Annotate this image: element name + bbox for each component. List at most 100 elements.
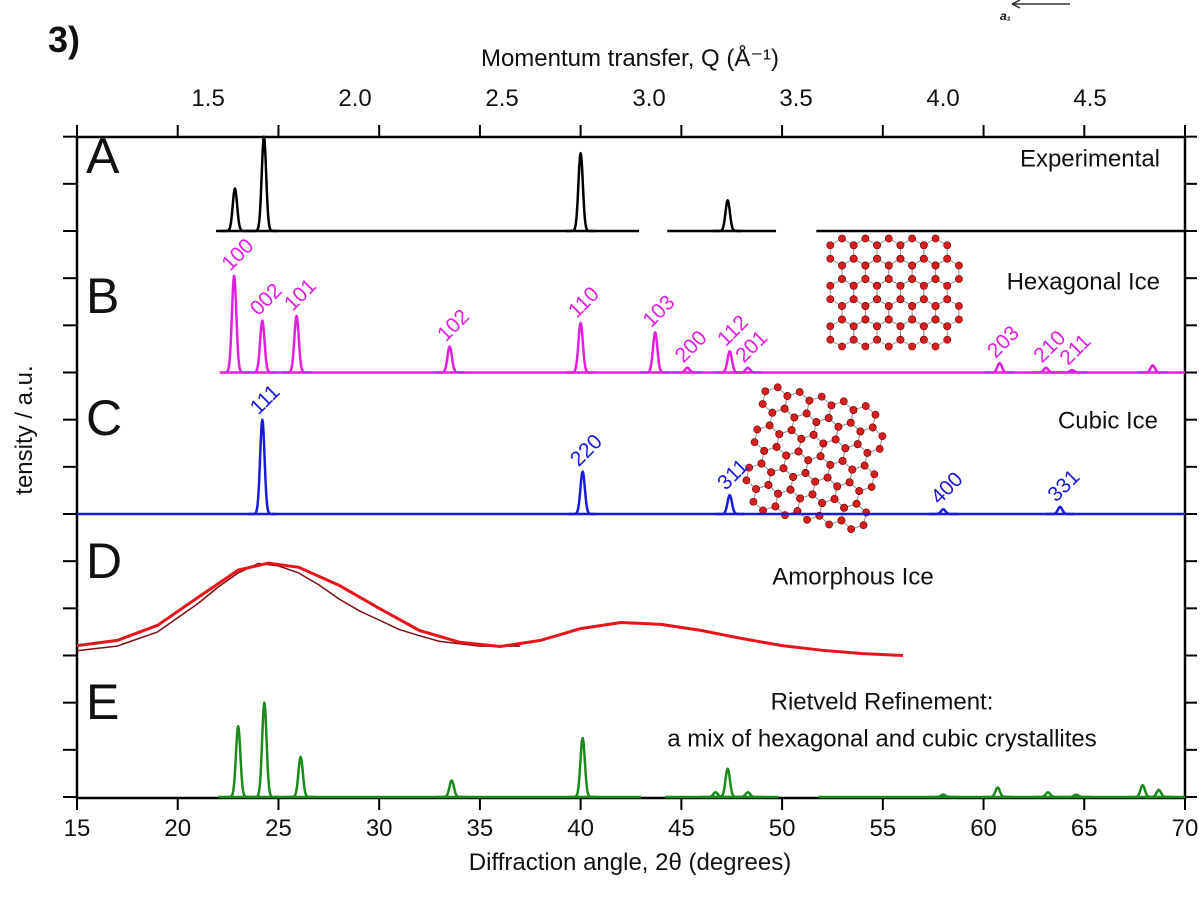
lattice-atom [955,262,962,269]
x2-tick-label: 4.5 [1073,85,1106,112]
lattice-atom [850,296,857,303]
lattice-bonds [877,239,900,266]
lattice-bonds [936,299,959,326]
lattice-bonds [830,239,853,266]
peak [983,788,1012,797]
lattice-atom [862,343,869,350]
peak [220,276,249,373]
x-tick-label: 50 [769,815,796,842]
peak [437,780,466,797]
x-tick-label: 20 [164,815,191,842]
lattice-bonds [842,259,865,286]
lattice-atom [873,255,880,262]
peak [249,137,278,231]
lattice-bonds [854,279,877,306]
lattice-atom [838,262,845,269]
lattice-atom [920,255,927,262]
x2-tick-label: 3.5 [779,85,812,112]
lattice-atom [920,336,927,343]
lattice-atom [909,343,916,350]
lattice-atom [885,235,892,242]
lattice-atom [753,425,762,434]
lattice-atom [944,323,951,330]
lattice-atom [955,275,962,282]
lattice-bonds [889,259,912,286]
lattice-atom [859,521,868,530]
x2-tick-label: 4.0 [926,85,959,112]
lattice-atom [885,302,892,309]
amorphous-curve [77,564,520,651]
peak-label: 311 [713,455,753,495]
lattice-atom [850,323,857,330]
lattice-bonds [924,239,947,266]
x-tick-label: 15 [64,815,91,842]
peak [248,321,277,373]
peak [641,332,670,372]
lattice-atom [920,242,927,249]
peak [220,189,249,231]
lattice-atom [944,242,951,249]
lattice-atom [897,282,904,289]
lattice-atom [850,336,857,343]
lattice-atom [944,336,951,343]
lattice-atom [932,275,939,282]
figure: 3) a₁ Momentum transfer, Q (Å⁻¹) Diffrac… [0,0,1204,900]
lattice-atom [932,343,939,350]
panel-name: Amorphous Ice [772,563,933,590]
peak [985,363,1014,372]
y-axis-title: tensity / a.u. [11,365,38,494]
lattice-bonds [842,299,865,326]
x2-tick-label: 3.0 [632,85,665,112]
peak-label: 331 [1043,465,1084,506]
x2-tick-label: 2.0 [338,85,371,112]
peak-label: 100 [217,234,258,275]
panel-name: Hexagonal Ice [1007,268,1160,295]
x-tick-label: 70 [1172,815,1199,842]
panel-name: Experimental [1020,145,1160,172]
peak-label: 102 [433,305,474,346]
peak-label: 203 [983,322,1024,363]
lattice-bonds [865,299,888,326]
lattice-bonds [865,259,888,286]
x-tick-label: 45 [668,815,695,842]
peak [250,703,279,797]
lattice-atom [909,316,916,323]
lattice-atom [838,275,845,282]
lattice-atom [885,343,892,350]
lattice-atom [932,302,939,309]
lattice-atom [862,235,869,242]
lattice-bonds [889,299,912,326]
lattice-atom [955,302,962,309]
x-tick-label: 40 [567,815,594,842]
lattice-atom [873,242,880,249]
lattice-atom [885,275,892,282]
peak-label: 101 [280,274,321,315]
lattice-bonds [900,279,923,306]
lattice-atom [873,323,880,330]
x-tick-label: 30 [366,815,393,842]
peak-label: 200 [671,326,712,367]
x2-tick-label: 2.5 [485,85,518,112]
lattice-atom [862,262,869,269]
lattice-atom [909,262,916,269]
peak [568,738,597,797]
lattice-atom [838,302,845,309]
lattice-atom [897,242,904,249]
lattice-atom [838,343,845,350]
panel-letter: B [86,268,119,324]
lattice-bonds [912,259,935,286]
lattice-atom [909,275,916,282]
lattice-atom [897,323,904,330]
peak [566,153,595,231]
lattice-atom [850,255,857,262]
lattice-atom [897,296,904,303]
panel-letter: C [86,390,122,446]
lattice-bonds [854,320,877,347]
x-tick-label: 35 [467,815,494,842]
peak-label: 111 [246,380,285,419]
peak [224,726,253,797]
x-tick-label: 25 [265,815,292,842]
x-tick-label: 55 [869,815,896,842]
panel-letter: E [86,674,119,730]
lattice-atom [873,296,880,303]
